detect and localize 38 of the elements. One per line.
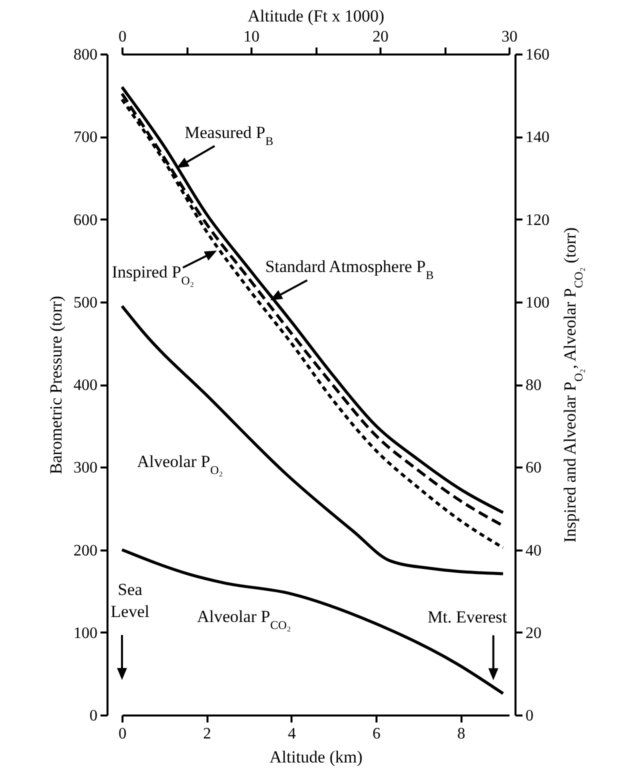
y-tick-label: 300 <box>74 460 98 477</box>
x2-tick-label: 20 <box>372 28 388 46</box>
y-tick-label: 0 <box>90 708 98 724</box>
y2-tick-label: 0 <box>526 708 534 724</box>
annotation: Alveolar P$_{CO₂}$ <box>197 607 291 632</box>
y-tick-label: 500 <box>74 294 98 312</box>
x2-tick-label: 30 <box>502 28 518 46</box>
x-tick-label: 6 <box>372 726 381 742</box>
annotation: Mt. Everest <box>428 607 508 626</box>
annotation: Inspired P$_{O₂}$ <box>112 262 194 288</box>
y2-tick-label: 20 <box>526 624 542 642</box>
y-tick-label: 200 <box>74 542 98 560</box>
y-tick-label: 700 <box>74 129 98 146</box>
x-axis-title: Altitude (km) <box>269 748 363 766</box>
annotation: Measured P$_{B}$ <box>184 123 274 148</box>
y2-tick-label: 60 <box>526 460 542 477</box>
annotation: Standard Atmosphere P$_{B}$ <box>265 257 434 282</box>
x-tick-label: 4 <box>288 726 296 742</box>
y-tick-label: 800 <box>74 46 98 64</box>
x-tick-label: 0 <box>118 726 126 742</box>
y-tick-label: 100 <box>74 624 98 642</box>
line-series <box>120 304 505 576</box>
x2-tick-label: 0 <box>118 28 126 46</box>
y-tick-label: 400 <box>74 377 98 394</box>
y2-tick-label: 140 <box>526 129 550 146</box>
x-tick-label: 2 <box>203 726 212 742</box>
annotation: Sea Level <box>110 580 150 621</box>
annotation: Alveolar P$_{O₂}$ <box>137 452 223 477</box>
y-tick-label: 600 <box>74 212 98 229</box>
y2-tick-label: 40 <box>526 542 542 560</box>
y2-tick-label: 120 <box>526 212 550 229</box>
y2-tick-label: 100 <box>526 294 550 312</box>
x-tick-label: 8 <box>457 726 466 742</box>
x2-tick-label: 10 <box>244 28 260 46</box>
y-axis-title: Barometric Pressure (torr) <box>46 296 66 474</box>
y2-tick-label: 80 <box>526 377 542 394</box>
x2-axis-title: Altitude (Ft x 1000) <box>248 6 384 26</box>
y2-tick-label: 160 <box>526 46 550 64</box>
